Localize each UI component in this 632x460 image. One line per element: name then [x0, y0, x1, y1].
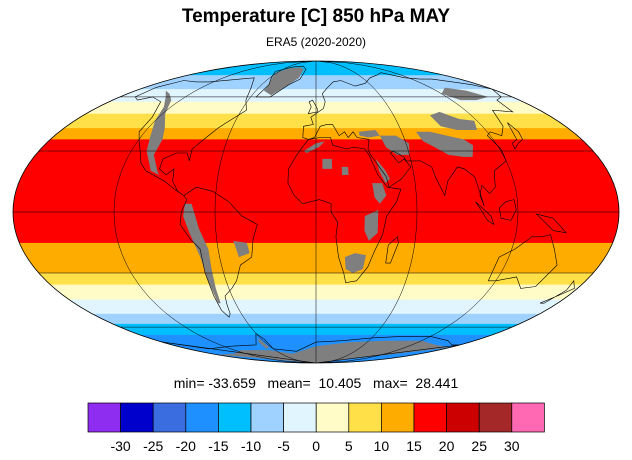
missing-atlas — [303, 141, 325, 153]
missing-east-africa — [364, 209, 379, 241]
colorbar-box — [381, 402, 415, 433]
coast-eurasia — [302, 72, 514, 206]
colorbar-tick-label: -15 — [208, 438, 228, 454]
colorbar-boxes — [87, 402, 545, 433]
missing-anatolia — [358, 130, 380, 138]
colorbar-tick-label: 0 — [312, 438, 320, 454]
colorbar-box — [152, 402, 187, 433]
missing-greenland-ice — [263, 67, 304, 96]
coast-borneo — [499, 199, 517, 221]
missing-hoggar — [322, 158, 333, 169]
stats-line: min= -33.659 mean= 10.405 max= 28.441 — [173, 375, 459, 391]
coast-sumatra — [475, 201, 495, 226]
colorbar-box — [511, 402, 545, 433]
coast-greenland — [255, 65, 307, 98]
coast-north-america — [134, 77, 255, 196]
missing-brazilian-highlands — [233, 240, 250, 258]
missing-andes — [183, 203, 221, 304]
colorbar-box — [87, 402, 121, 433]
colorbar-tick-label: 5 — [345, 438, 353, 454]
missing-iran-plateau — [379, 135, 410, 155]
coast-madagascar — [385, 236, 399, 264]
colorbar-box — [446, 402, 480, 433]
missing-tibet-himalaya — [415, 131, 473, 157]
coast-south-america — [179, 186, 258, 318]
coast-new-guinea — [535, 213, 567, 234]
colorbar-labels: -30 -25 -20 -15 -10 -5 0 5 10 15 20 25 30 — [110, 438, 519, 454]
colorbar-box — [120, 402, 154, 433]
graticule — [13, 61, 619, 363]
colorbar-box — [315, 402, 350, 433]
missing-mongolia — [429, 111, 478, 130]
colorbar-tick-label: 15 — [406, 438, 422, 454]
missing-southern-africa — [344, 253, 366, 273]
globe-outline — [12, 60, 620, 364]
map-title: Temperature [C] 850 hPa MAY — [181, 6, 451, 27]
colorbar-box — [283, 402, 317, 433]
colorbar-tick-label: 10 — [374, 438, 390, 454]
missing-tibesti — [341, 166, 349, 175]
meridian-120 — [315, 61, 519, 363]
colorbar-box — [478, 402, 513, 433]
colorbar-box — [348, 402, 382, 433]
missing-ethiopia — [372, 183, 387, 204]
colorbar-tick-label: -30 — [110, 438, 130, 454]
coast-japan — [507, 122, 523, 150]
colorbar-tick-label: 20 — [439, 438, 455, 454]
coast-antarctica — [162, 332, 460, 363]
colorbar-tick-label: 30 — [504, 438, 520, 454]
map-subtitle: ERA5 (2020-2020) — [265, 35, 367, 49]
colorbar-tick-label: -10 — [241, 438, 261, 454]
meridian--60 — [214, 61, 317, 363]
coast-great-britain — [307, 99, 318, 115]
colorbar-box — [185, 402, 219, 433]
colorbar-box — [413, 402, 447, 433]
coast-africa — [287, 137, 402, 284]
colorbar-tick-label: 25 — [471, 438, 487, 454]
colorbar-box — [218, 402, 252, 433]
missing-antarctic-peninsula — [258, 337, 270, 349]
meridian--120 — [113, 61, 317, 363]
colorbar-tick-label: -25 — [143, 438, 163, 454]
coast-new-zealand — [539, 280, 575, 304]
meridian-60 — [315, 61, 418, 363]
colorbar-tick-label: -20 — [176, 438, 196, 454]
colorbar-box — [250, 402, 284, 433]
colorbar-tick-label: -5 — [277, 438, 290, 454]
